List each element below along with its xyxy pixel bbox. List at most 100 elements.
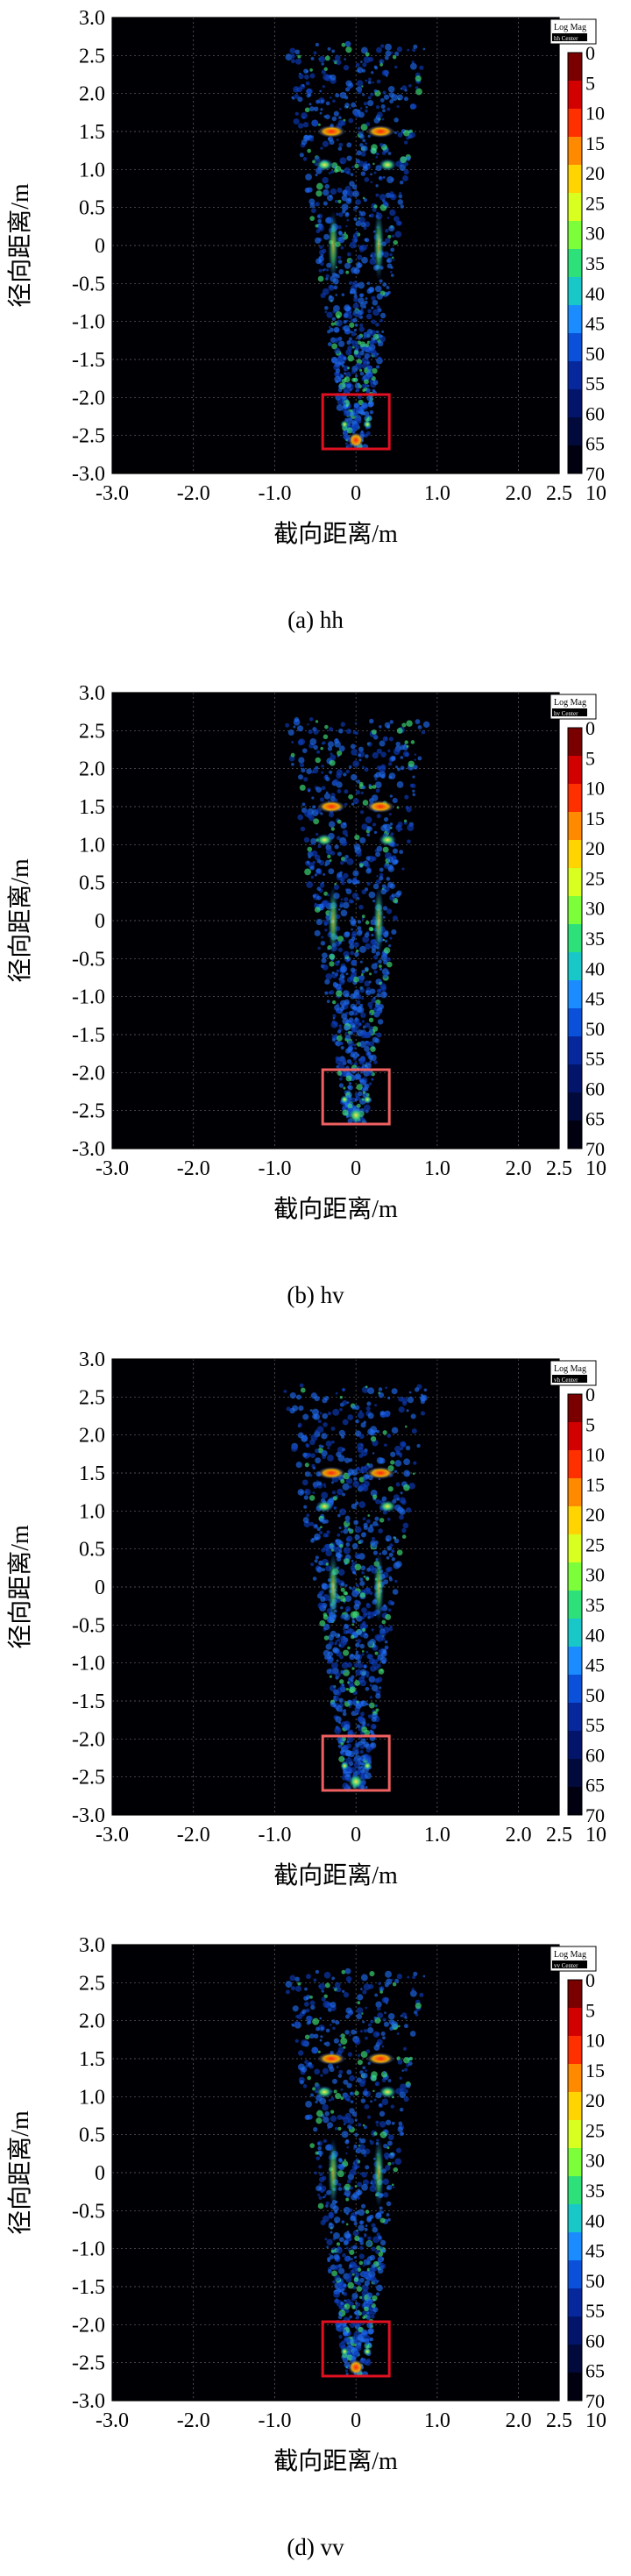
- y-tick-label: -2.0: [72, 2314, 105, 2337]
- colorbar-tick-label: 55: [585, 2300, 605, 2322]
- x-tick-label: 1.0: [424, 1157, 450, 1180]
- colorbar-tick-label: 10: [585, 103, 605, 125]
- colorbar-segment: [568, 812, 582, 841]
- x-tick-label: -1.0: [258, 1157, 291, 1180]
- y-axis-label: 径向距离/m: [6, 2110, 34, 2235]
- y-tick-label: -1.5: [72, 1024, 105, 1047]
- y-tick-label: -2.5: [72, 1100, 105, 1123]
- colorbar-segment: [568, 333, 582, 362]
- colorbar-segment: [568, 1092, 582, 1121]
- colorbar-segment: [568, 361, 582, 390]
- colorbar-tick-label: 35: [585, 928, 605, 950]
- colorbar-segment: [568, 249, 582, 278]
- y-tick-label: 1.5: [79, 121, 105, 144]
- y-tick-label: 0.5: [79, 2124, 105, 2147]
- colorbar-tick-label: 15: [585, 1474, 605, 1496]
- colorbar-segment: [568, 2316, 582, 2345]
- colorbar-tick-label: 35: [585, 2180, 605, 2202]
- x-tick-label: 2.5: [546, 1824, 572, 1847]
- colorbar-segment: [568, 1619, 582, 1647]
- colorbar-segment: [568, 980, 582, 1009]
- x-tick-label: -3.0: [96, 1824, 129, 1847]
- y-tick-label: -0.5: [72, 948, 105, 971]
- target-scatter: [285, 40, 426, 451]
- colorbar-tick-label: 60: [585, 402, 605, 424]
- colorbar-tick-label: 65: [585, 433, 605, 455]
- colorbar-tick-label: 35: [585, 253, 605, 274]
- x-tick-label: 0: [351, 482, 361, 505]
- colorbar-tick-label: 55: [585, 1048, 605, 1070]
- colorbar-segment: [568, 137, 582, 166]
- target-scatter: [285, 1968, 426, 2378]
- colorbar-segment: [568, 445, 582, 474]
- colorbar-tick-label: 25: [585, 867, 605, 889]
- colorbar-segment: [568, 81, 582, 110]
- colorbar-tick-label: 55: [585, 1714, 605, 1736]
- colorbar-segment: [568, 53, 582, 82]
- colorbar-segment: [568, 2345, 582, 2373]
- colorbar-segment: [568, 2176, 582, 2205]
- colorbar-segment: [568, 165, 582, 194]
- colorbar-segment: [568, 840, 582, 869]
- x-tick-label: 1.0: [424, 482, 450, 505]
- colorbar-segment: [568, 109, 582, 138]
- colorbar-tick-label: 50: [585, 2270, 605, 2292]
- x-tick-label: 1.0: [424, 2409, 450, 2432]
- colorbar-tick-label: 45: [585, 988, 605, 1010]
- y-tick-label: 2.0: [79, 83, 105, 106]
- colorbar-segment: [568, 924, 582, 953]
- colorbar-tick-label: 20: [585, 162, 605, 184]
- colorbar-tick-label: 20: [585, 2089, 605, 2111]
- colorbar-tick-label: 15: [585, 808, 605, 829]
- colorbar-tick-label: 65: [585, 2360, 605, 2382]
- y-tick-label: -0.5: [72, 273, 105, 295]
- panel-caption: (d) vv: [287, 2534, 344, 2560]
- colorbar-segment: [568, 305, 582, 334]
- colorbar-tick-label: 0: [585, 717, 595, 739]
- legend-title: Log Mag: [554, 698, 586, 708]
- y-tick-label: -1.0: [72, 311, 105, 334]
- y-tick-label: 0.5: [79, 1539, 105, 1562]
- x-tick-label: -1.0: [258, 2409, 291, 2432]
- y-axis-label: 径向距离/m: [6, 1525, 34, 1649]
- x-tick-label: 2.5: [546, 482, 572, 505]
- colorbar-extra-label: 10: [585, 1824, 606, 1847]
- y-tick-label: 0.5: [79, 872, 105, 895]
- radar-image-hh: 3.0 2.5 2.0 1.5 1.0 0.5 0 -0.5 -1.0 -1.5 -2.0 -2.5 -…: [6, 7, 606, 548]
- x-tick-label: -1.0: [258, 1824, 291, 1847]
- x-tick-label: -2.0: [177, 482, 210, 505]
- colorbar-tick-label: 50: [585, 343, 605, 365]
- y-tick-label: 1.0: [79, 159, 105, 181]
- x-tick-label: 0: [351, 1157, 361, 1180]
- colorbar-tick-label: 20: [585, 1504, 605, 1526]
- colorbar-segment: [568, 2232, 582, 2261]
- colorbar-tick-label: 40: [585, 282, 605, 304]
- colorbar-tick-label: 15: [585, 132, 605, 154]
- colorbar-segment: [568, 2036, 582, 2065]
- x-tick-label: 2.5: [546, 2409, 572, 2432]
- colorbar-segment: [568, 728, 582, 757]
- colorbar-segment: [568, 1675, 582, 1704]
- colorbar-tick-label: 65: [585, 1775, 605, 1797]
- y-tick-label: 0: [95, 235, 105, 258]
- x-tick-label: 2.0: [506, 1824, 532, 1847]
- y-tick-label: -1.5: [72, 2276, 105, 2299]
- colorbar-tick-label: 25: [585, 192, 605, 214]
- colorbar-segment: [568, 389, 582, 418]
- colorbar-segment: [568, 1036, 582, 1065]
- colorbar-segment: [568, 896, 582, 925]
- colorbar-segment: [568, 1422, 582, 1451]
- y-tick-label: -1.5: [72, 1690, 105, 1713]
- x-tick-label: -1.0: [258, 482, 291, 505]
- colorbar-tick-label: 0: [585, 1969, 595, 1991]
- colorbar-segment: [568, 417, 582, 446]
- colorbar-tick-label: 40: [585, 1624, 605, 1646]
- x-axis-label: 截向距离/m: [273, 2447, 398, 2475]
- y-tick-label: -0.5: [72, 2200, 105, 2223]
- colorbar-segment: [568, 1731, 582, 1760]
- y-tick-label: 1.5: [79, 796, 105, 819]
- y-tick-label: -3.0: [72, 463, 105, 486]
- colorbar-segment: [568, 2120, 582, 2149]
- y-tick-label: 3.0: [79, 7, 105, 30]
- x-tick-label: -3.0: [96, 1157, 129, 1180]
